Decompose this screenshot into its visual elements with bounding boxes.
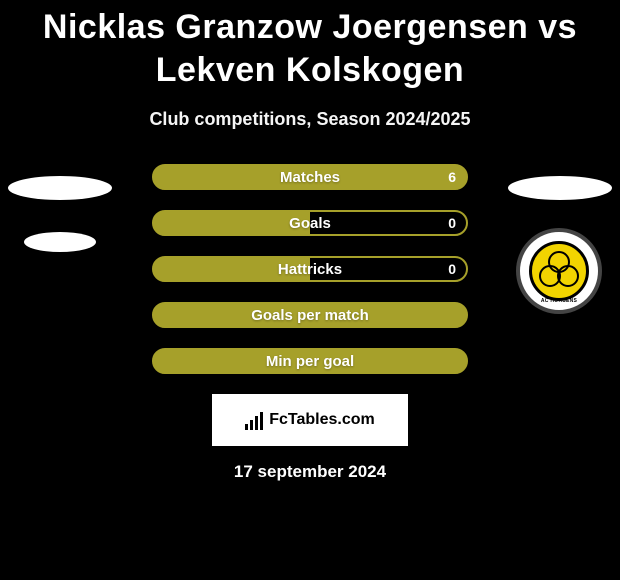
stat-bar: Min per goal — [152, 348, 468, 374]
stat-bar: Goals per match — [152, 302, 468, 328]
brand-box[interactable]: FcTables.com — [212, 394, 408, 446]
stat-bar: Goals 0 — [152, 210, 468, 236]
club-badge-label: AC HORSENS — [541, 298, 577, 304]
stat-value-right: 6 — [448, 169, 456, 185]
stat-label: Hattricks — [278, 261, 342, 278]
stat-label: Min per goal — [266, 353, 354, 370]
page-subtitle: Club competitions, Season 2024/2025 — [0, 109, 620, 130]
stat-label: Matches — [280, 169, 340, 186]
page-title: Nicklas Granzow Joergensen vs Lekven Kol… — [0, 0, 620, 91]
stat-value-right: 0 — [448, 215, 456, 231]
stat-label: Goals per match — [251, 307, 369, 324]
club-badge: AC HORSENS — [516, 228, 602, 314]
stat-value-right: 0 — [448, 261, 456, 277]
brand-bars-icon — [245, 410, 263, 430]
left-placeholder-ellipse-1 — [8, 176, 112, 200]
stat-bar: Hattricks 0 — [152, 256, 468, 282]
left-placeholder-ellipse-2 — [24, 232, 96, 252]
right-placeholder-ellipse — [508, 176, 612, 200]
generation-date: 17 september 2024 — [0, 462, 620, 482]
club-badge-rings-icon — [539, 251, 579, 291]
stat-bar: Matches 6 — [152, 164, 468, 190]
club-badge-inner — [529, 241, 589, 301]
stat-label: Goals — [289, 215, 331, 232]
brand-text: FcTables.com — [269, 411, 375, 429]
